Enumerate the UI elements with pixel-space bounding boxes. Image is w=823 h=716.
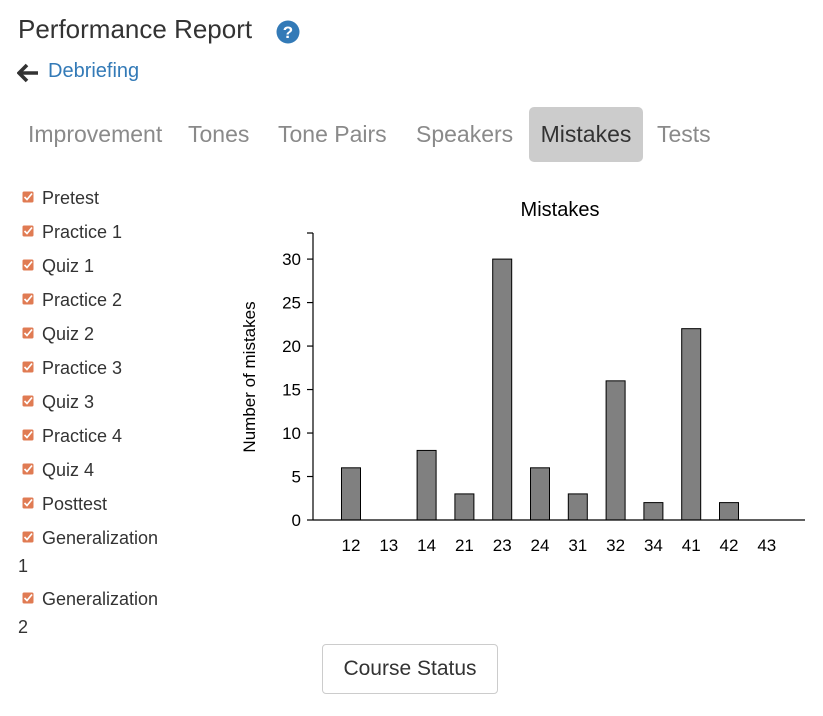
- debriefing-link[interactable]: Debriefing: [48, 60, 140, 82]
- checkbox-checked-icon[interactable]: [22, 592, 34, 604]
- bar: [341, 467, 361, 521]
- checkbox-checked-icon[interactable]: [22, 191, 34, 203]
- checkbox-checked-icon[interactable]: [22, 225, 34, 237]
- tab-speakers[interactable]: Speakers: [416, 121, 514, 147]
- checkbox-checked-icon[interactable]: [22, 293, 34, 305]
- legend-item-label: Pretest: [42, 188, 100, 208]
- legend-item-label-wrap: 2: [18, 617, 29, 637]
- legend-item-label: Quiz 2: [42, 324, 95, 344]
- legend-item-label: Quiz 4: [42, 460, 95, 480]
- bar: [643, 502, 664, 521]
- legend-item-label: Practice 2: [42, 290, 123, 310]
- y-tick-label: 15: [282, 381, 301, 400]
- checkbox-checked-icon[interactable]: [22, 395, 34, 407]
- x-tick-label: 32: [606, 536, 625, 555]
- x-tick-label: 23: [493, 536, 512, 555]
- x-tick-label: 12: [342, 536, 361, 555]
- y-axis-label: Number of mistakes: [240, 301, 259, 452]
- tab-tones[interactable]: Tones: [188, 121, 250, 147]
- x-tick-label: 24: [531, 536, 550, 555]
- arrow-left-icon[interactable]: [17, 63, 39, 83]
- y-tick-label: 0: [292, 511, 301, 530]
- legend-item-label: Practice 1: [42, 222, 123, 242]
- bar: [454, 493, 475, 521]
- y-tick-label: 5: [292, 468, 301, 487]
- tab-mistakes[interactable]: Mistakes: [529, 107, 643, 162]
- checkbox-checked-icon[interactable]: [22, 531, 34, 543]
- legend-item-label-wrap: 1: [18, 556, 29, 576]
- checkbox-checked-icon[interactable]: [22, 429, 34, 441]
- svg-text:?: ?: [283, 23, 293, 42]
- tab-tests[interactable]: Tests: [657, 121, 711, 147]
- bar: [719, 502, 739, 521]
- tab-improvement[interactable]: Improvement: [28, 121, 163, 147]
- bar: [530, 467, 550, 521]
- x-tick-label: 21: [455, 536, 474, 555]
- page-title: Performance Report: [18, 14, 253, 44]
- course-status-button[interactable]: Course Status: [322, 644, 498, 694]
- question-circle-icon[interactable]: ?: [276, 20, 300, 44]
- x-tick-label: 14: [417, 536, 436, 555]
- checkbox-checked-icon[interactable]: [22, 327, 34, 339]
- x-tick-label: 41: [682, 536, 701, 555]
- bar: [567, 493, 588, 521]
- legend-item-label: Generalization: [42, 589, 159, 609]
- legend-item-label: Practice 4: [42, 426, 123, 446]
- y-tick-label: 20: [282, 337, 301, 356]
- tab-tone-pairs[interactable]: Tone Pairs: [278, 121, 387, 147]
- bar: [605, 380, 626, 521]
- y-tick-label: 10: [282, 424, 301, 443]
- chart-title: Mistakes: [521, 199, 600, 221]
- legend-item-label: Posttest: [42, 494, 108, 514]
- checkbox-checked-icon[interactable]: [22, 259, 34, 271]
- x-tick-label: 34: [644, 536, 663, 555]
- bar: [681, 328, 702, 521]
- legend-item-label: Practice 3: [42, 358, 123, 378]
- x-tick-label: 43: [757, 536, 776, 555]
- legend-item-label: Quiz 1: [42, 256, 95, 276]
- x-tick-label: 31: [568, 536, 587, 555]
- x-tick-label: 42: [720, 536, 739, 555]
- checkbox-checked-icon[interactable]: [22, 361, 34, 373]
- legend-item-label: Generalization: [42, 528, 159, 548]
- checkbox-checked-icon[interactable]: [22, 497, 34, 509]
- x-tick-label: 13: [379, 536, 398, 555]
- bar: [416, 449, 437, 521]
- bar: [492, 258, 513, 521]
- y-tick-label: 30: [282, 250, 301, 269]
- y-tick-label: 25: [282, 294, 301, 313]
- legend-item-label: Quiz 3: [42, 392, 95, 412]
- checkbox-checked-icon[interactable]: [22, 463, 34, 475]
